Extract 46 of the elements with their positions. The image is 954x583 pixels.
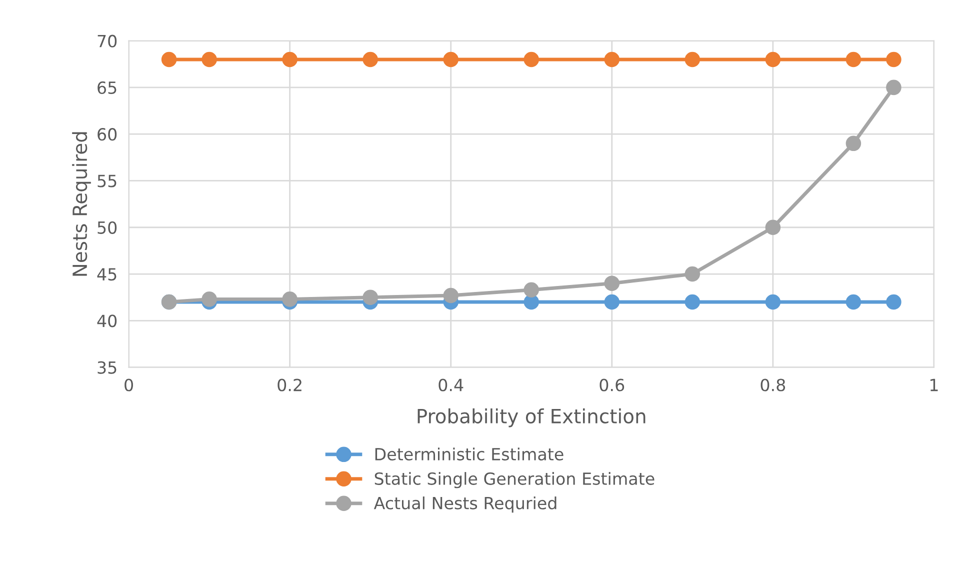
x-tick-label: 0.6 [600,378,624,392]
y-tick-label: 70 [98,34,117,48]
y-axis-title: Nests Required [72,132,91,276]
point [765,294,781,310]
y-tick-label: 60 [98,128,117,141]
point [524,294,540,310]
legend-label: Static Single Generation Estimate [374,472,654,488]
x-tick-label: 0 [124,378,133,392]
point [846,52,862,68]
y-tick-label: 65 [98,81,116,94]
point [604,52,620,68]
point [443,288,458,304]
x-tick-label: 0.8 [760,378,786,392]
point [886,52,902,68]
point [282,52,298,68]
point [604,276,620,291]
point [161,52,177,68]
y-tick-label: 40 [97,314,117,328]
point [524,282,540,298]
x-tick-label: 0.4 [438,378,464,392]
point [684,52,700,68]
point [443,52,458,68]
x-tick-label: 0.2 [278,378,302,392]
x-axis-title: Probability of Extinction [418,408,646,428]
point [846,294,862,310]
y-tick-label: 50 [98,221,117,234]
point [684,294,700,310]
point [604,294,620,310]
legend-label: Actual Nests Requried [374,496,556,513]
point [886,80,902,96]
point [362,52,378,68]
point [202,52,217,68]
y-tick-label: 35 [98,361,116,374]
point [684,266,700,282]
point [362,290,378,305]
point [765,52,781,68]
point [886,294,902,310]
y-tick-label: 45 [97,268,116,281]
point [282,292,298,307]
y-tick-label: 55 [98,174,116,188]
point [765,220,781,236]
x-tick-label: 1 [930,378,938,392]
point [524,52,540,68]
point [846,136,862,152]
point [202,292,217,307]
legend-label: Deterministic Estimate [375,448,564,460]
